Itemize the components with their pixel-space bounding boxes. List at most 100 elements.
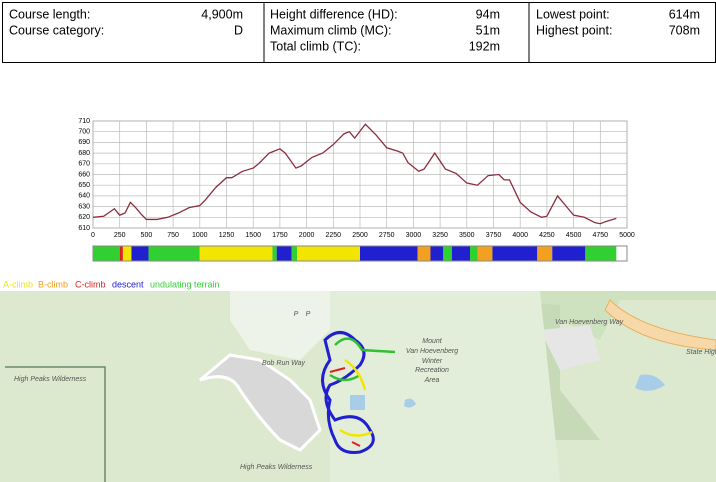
- x-tick-label: 4500: [566, 232, 582, 239]
- y-tick-label: 660: [78, 171, 90, 178]
- terrain-segment: [131, 246, 149, 261]
- x-tick-label: 1000: [192, 232, 208, 239]
- y-tick-label: 610: [78, 225, 90, 232]
- map-label: High Peaks Wilderness: [14, 376, 87, 383]
- legend-entry: B-climb: [38, 279, 68, 289]
- terrain-segment: [430, 246, 444, 261]
- terrain-segment: [119, 246, 123, 261]
- terrain-segment: [417, 246, 431, 261]
- elevation-line: [92, 123, 617, 225]
- terrain-segment: [291, 246, 297, 261]
- info-label: Course length:: [9, 7, 90, 21]
- x-tick-label: 0: [91, 232, 95, 239]
- x-tick-label: 3500: [459, 232, 475, 239]
- legend-entry: undulating terrain: [150, 279, 220, 289]
- settlement: [540, 325, 600, 370]
- x-tick-label: 3750: [486, 232, 502, 239]
- terrain-segment: [443, 246, 452, 261]
- terrain-segment: [470, 246, 478, 261]
- info-value: 94m: [476, 7, 500, 21]
- x-tick-label: 3250: [432, 232, 448, 239]
- info-label: Course category:: [9, 23, 104, 37]
- info-label: Lowest point:: [536, 7, 610, 21]
- route-descent: [321, 331, 375, 454]
- map-label: Van Hoevenberg Way: [555, 319, 624, 326]
- info-value: 51m: [476, 23, 500, 37]
- info-value: 614m: [669, 7, 700, 21]
- info-label: Highest point:: [536, 23, 612, 37]
- terrain-segment: [148, 246, 200, 261]
- map-label: Bob Run Way: [262, 360, 306, 367]
- x-tick-label: 750: [167, 232, 179, 239]
- y-tick-label: 630: [78, 203, 90, 210]
- terrain-segment: [360, 246, 418, 261]
- x-tick-label: 2750: [379, 232, 395, 239]
- recreation-area: [330, 291, 560, 482]
- x-tick-label: 4750: [593, 232, 609, 239]
- x-tick-label: 2500: [352, 232, 368, 239]
- map-label: High Peaks Wilderness: [240, 464, 313, 471]
- map-label: Van Hoevenberg: [406, 348, 458, 355]
- x-tick-label: 4000: [512, 232, 528, 239]
- bobsled-track: [199, 353, 322, 452]
- info-value: 4,900m: [201, 7, 243, 21]
- info-label: Height difference (HD):: [270, 7, 398, 21]
- terrain-segment: [492, 246, 538, 261]
- y-tick-label: 670: [78, 161, 90, 168]
- terrain-segment: [477, 246, 493, 261]
- clearing: [230, 291, 330, 360]
- map-label: Recreation: [415, 367, 449, 374]
- legend-entry: descent: [112, 279, 144, 289]
- terrain-segment: [199, 246, 273, 261]
- map-label: P: [294, 311, 299, 318]
- boundary: [5, 366, 106, 482]
- map: Mount Van Hoevenberg Winter Recreation Area H…: [0, 291, 716, 482]
- y-tick-label: 700: [78, 129, 90, 136]
- legend-entry: C-climb: [75, 279, 106, 289]
- x-tick-label: 4250: [539, 232, 555, 239]
- terrain-segment: [537, 246, 553, 261]
- info-table: Course length: 4,900m Course category: D Hei…: [2, 2, 716, 63]
- y-tick-label: 650: [78, 182, 90, 189]
- x-tick-label: 500: [141, 232, 153, 239]
- map-label: State Highw: [686, 349, 716, 356]
- legend-entry: A-climb: [3, 279, 33, 289]
- terrain-segment: [585, 246, 617, 261]
- info-value: 708m: [669, 23, 700, 37]
- terrain-segment: [451, 246, 471, 261]
- route-c-climb: [329, 367, 361, 447]
- pond: [350, 395, 365, 410]
- route-undulating: [329, 337, 396, 382]
- route-a-climb: [339, 358, 373, 437]
- info-value: 192m: [469, 39, 500, 53]
- map-label: P: [306, 311, 311, 318]
- x-tick-label: 1750: [272, 232, 288, 239]
- x-tick-label: 2000: [299, 232, 315, 239]
- x-tick-label: 250: [114, 232, 126, 239]
- map-label: Mount: [422, 338, 443, 345]
- y-tick-label: 680: [78, 150, 90, 157]
- y-tick-label: 620: [78, 214, 90, 221]
- pond: [635, 374, 665, 391]
- terrain-segment: [276, 246, 292, 261]
- x-tick-label: 3000: [406, 232, 422, 239]
- y-tick-label: 710: [78, 118, 90, 125]
- x-tick-label: 1250: [219, 232, 235, 239]
- terrain-segment: [272, 246, 277, 261]
- info-label: Total climb (TC):: [270, 39, 361, 53]
- x-tick-label: 5000: [619, 232, 635, 239]
- terrain-segment: [93, 246, 120, 261]
- terrain-segment: [552, 246, 586, 261]
- info-value: D: [234, 23, 243, 37]
- y-tick-label: 690: [78, 139, 90, 146]
- y-tick-label: 640: [78, 193, 90, 200]
- map-label: Area: [424, 377, 440, 384]
- terrain-segment: [296, 246, 360, 261]
- terrain-segment: [122, 246, 132, 261]
- x-tick-label: 1500: [245, 232, 261, 239]
- pond: [404, 398, 416, 408]
- x-tick-label: 2250: [326, 232, 342, 239]
- info-label: Maximum climb (MC):: [270, 23, 392, 37]
- map-label: Winter: [422, 358, 443, 365]
